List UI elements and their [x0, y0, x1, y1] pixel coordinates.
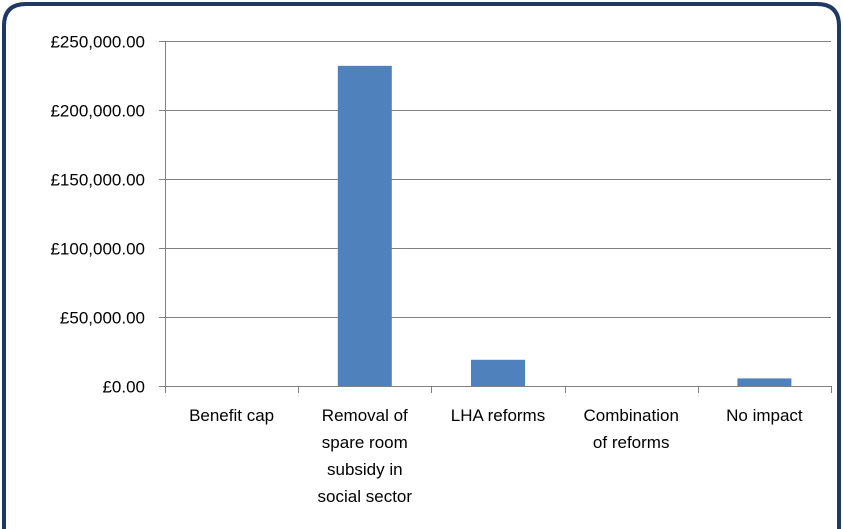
x-tick-label: Benefit cap — [189, 406, 274, 425]
axes — [159, 41, 832, 393]
x-tick-label-line: Benefit cap — [189, 406, 274, 425]
y-tick-label: £50,000.00 — [60, 309, 145, 328]
x-tick-label: LHA reforms — [451, 406, 545, 425]
x-tick-label-line: Removal of — [322, 406, 408, 425]
x-tick-label: No impact — [726, 406, 803, 425]
x-tick-label-line: Combination — [583, 406, 678, 425]
x-tick-label-line: LHA reforms — [451, 406, 545, 425]
y-tick-label: £100,000.00 — [50, 240, 145, 259]
x-tick-label-line: social sector — [318, 487, 413, 506]
x-tick-label-line: spare room — [322, 433, 408, 452]
x-tick-label: Combination of reforms — [583, 406, 678, 452]
x-tick-label: Removal of spare room subsidy in social sec… — [318, 406, 413, 506]
y-tick-label: £200,000.00 — [50, 102, 145, 121]
y-tick-labels: £0.00 £50,000.00 £100,000.00 £150,000.00 £20… — [50, 33, 145, 397]
y-tick-label: £250,000.00 — [50, 33, 145, 52]
y-tick-label: £0.00 — [102, 378, 145, 397]
x-tick-labels: Benefit cap Removal of spare room subsidy i… — [189, 406, 803, 506]
gridlines — [165, 41, 831, 318]
bars — [337, 65, 792, 386]
bar — [337, 65, 392, 386]
bar — [471, 359, 525, 386]
x-tick-label-line: of reforms — [593, 433, 670, 452]
x-tick-label-line: No impact — [726, 406, 803, 425]
y-tick-label: £150,000.00 — [50, 171, 145, 190]
x-tick-label-line: subsidy in — [327, 460, 403, 479]
bar — [737, 378, 792, 386]
